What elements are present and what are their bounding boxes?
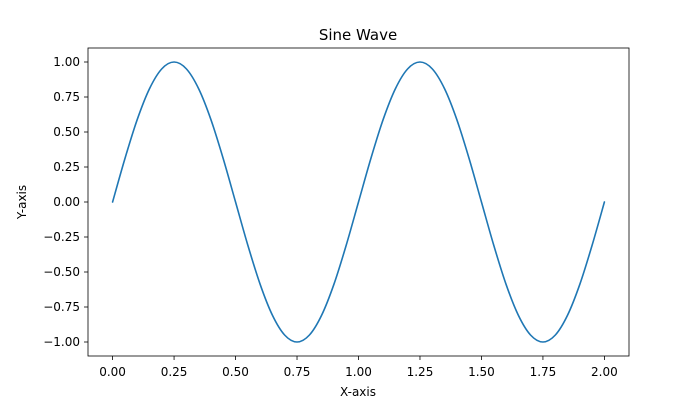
x-tick-label: 0.25 bbox=[161, 365, 188, 379]
x-tick-label: 0.50 bbox=[222, 365, 249, 379]
series-line bbox=[111, 61, 606, 343]
y-tick-label: −0.25 bbox=[43, 230, 80, 244]
y-tick-label: −0.50 bbox=[43, 265, 80, 279]
y-tick-label: −1.00 bbox=[43, 335, 80, 349]
x-tick-label: 1.25 bbox=[407, 365, 434, 379]
x-tick-label: 1.00 bbox=[345, 365, 372, 379]
x-tick-label: 0.00 bbox=[99, 365, 126, 379]
y-axis-ticks: 1.00 0.75 0.50 0.25 0.00 −0.25 −0.50 −0.75 −1.00 bbox=[43, 55, 88, 349]
x-tick-label: 1.75 bbox=[530, 365, 557, 379]
x-tick-label: 2.00 bbox=[591, 365, 618, 379]
y-axis-label: Y-axis bbox=[15, 185, 29, 220]
x-tick-label: 1.50 bbox=[468, 365, 495, 379]
chart-title: Sine Wave bbox=[319, 26, 397, 44]
plot-area-frame bbox=[87, 47, 630, 357]
y-tick-label: 1.00 bbox=[53, 55, 80, 69]
x-axis-ticks: 0.00 0.25 0.50 0.75 1.00 1.25 1.50 1.75 2.00 bbox=[99, 356, 618, 379]
y-tick-label: 0.25 bbox=[53, 160, 80, 174]
y-tick-label: 0.75 bbox=[53, 90, 80, 104]
x-tick-label: 0.75 bbox=[284, 365, 311, 379]
y-tick-label: −0.75 bbox=[43, 300, 80, 314]
x-axis-label: X-axis bbox=[340, 385, 376, 399]
y-tick-label: 0.00 bbox=[53, 195, 80, 209]
y-tick-label: 0.50 bbox=[53, 125, 80, 139]
